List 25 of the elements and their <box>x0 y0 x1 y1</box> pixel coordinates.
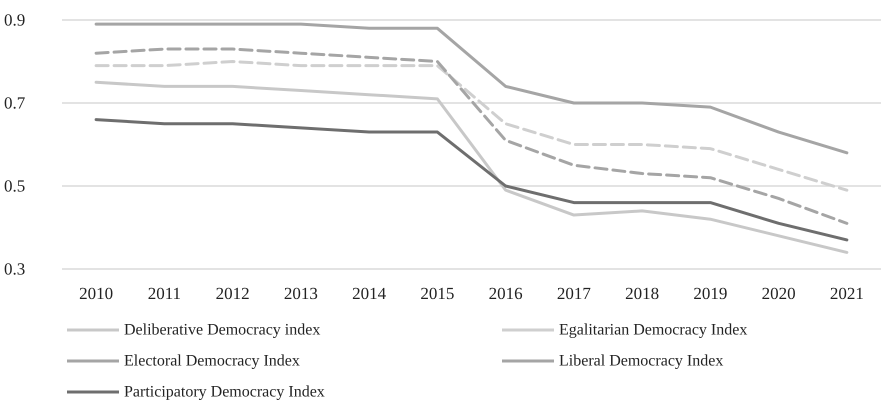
x-tick-label: 2014 <box>352 284 387 303</box>
line-series <box>94 118 848 242</box>
line-series <box>94 48 848 225</box>
legend-label: Egalitarian Democracy Index <box>559 322 748 338</box>
x-tick-label: 2017 <box>556 284 592 303</box>
legend-label: Deliberative Democracy index <box>124 322 320 338</box>
x-tick-label: 2019 <box>693 284 728 303</box>
y-tick-label: 0.3 <box>4 260 26 278</box>
x-tick-label: 2010 <box>79 284 114 303</box>
x-tick-label: 2016 <box>488 284 523 303</box>
x-tick-label: 2013 <box>284 284 318 303</box>
y-tick-label: 0.7 <box>4 94 26 112</box>
x-tick-label: 2020 <box>762 284 796 303</box>
line-series <box>94 22 848 154</box>
x-tick-label: 2012 <box>216 284 250 303</box>
x-tick-label: 2021 <box>830 284 864 303</box>
y-tick-label: 0.5 <box>4 176 26 196</box>
legend-label: Electoral Democracy Index <box>124 352 300 370</box>
x-tick-label: 2011 <box>148 284 182 303</box>
y-tick-label: 0.9 <box>4 10 26 30</box>
line-series <box>94 80 848 254</box>
x-tick-label: 2018 <box>625 284 660 303</box>
legend-label: Participatory Democracy Index <box>124 384 325 400</box>
legend-label: Liberal Democracy Index <box>559 352 724 370</box>
x-tick-label: 2015 <box>420 284 454 303</box>
